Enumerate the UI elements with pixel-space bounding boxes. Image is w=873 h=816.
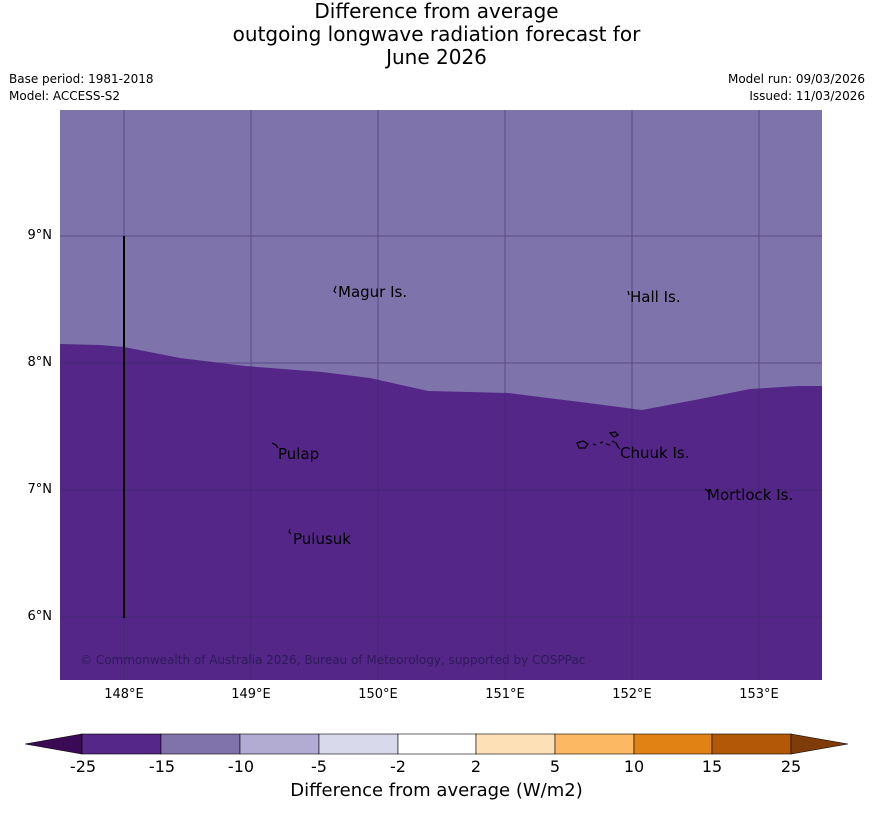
model-name: Model: ACCESS-S2 bbox=[9, 89, 121, 103]
colorbar-tick-2: 2 bbox=[470, 757, 482, 776]
colorbar-bin-5 bbox=[397, 733, 477, 755]
base-period: Base period: 1981-2018 bbox=[9, 72, 154, 86]
colorbar-bin-1 bbox=[81, 733, 162, 755]
colorbar-tick-5: 5 bbox=[549, 757, 561, 776]
colorbar-tick-minus10: -10 bbox=[227, 757, 255, 776]
colorbar-tick-15: 15 bbox=[701, 757, 723, 776]
magur-island bbox=[333, 285, 337, 294]
lon-label-148e: 148°E bbox=[104, 687, 144, 702]
colorbar-tick-25: 25 bbox=[780, 757, 802, 776]
lon-label-149e: 149°E bbox=[231, 687, 271, 702]
colorbar-tick-10: 10 bbox=[623, 757, 645, 776]
colorbar-bin-8 bbox=[633, 733, 713, 755]
lon-label-150e: 150°E bbox=[358, 687, 398, 702]
lat-label-9n: 9°N bbox=[27, 228, 53, 243]
place-label-pulusuk: Pulusuk bbox=[293, 530, 351, 548]
model-run: Model run: 09/03/2026 bbox=[727, 72, 865, 86]
copyright-notice: © Commonwealth of Australia 2026, Bureau… bbox=[80, 653, 586, 667]
title-line-3: June 2026 bbox=[386, 45, 487, 69]
hall-island bbox=[627, 290, 630, 296]
chart-title: Difference from average outgoing longwav… bbox=[0, 0, 873, 69]
meta-left: Base period: 1981-2018 Model: ACCESS-S2 bbox=[9, 71, 154, 105]
mortlock-island bbox=[704, 488, 710, 495]
colorbar-extend-high bbox=[790, 733, 849, 755]
pulusuk-island bbox=[288, 528, 292, 535]
colorbar-bin-6 bbox=[475, 733, 556, 755]
colorbar-tick-minus15: -15 bbox=[148, 757, 176, 776]
lat-label-7n: 7°N bbox=[27, 482, 53, 497]
colorbar bbox=[25, 733, 849, 755]
colorbar-extend-low bbox=[25, 733, 83, 755]
colorbar-label: Difference from average (W/m2) bbox=[290, 780, 583, 801]
title-line-2: outgoing longwave radiation forecast for bbox=[232, 22, 641, 46]
place-label-mortlock: Mortlock Is. bbox=[707, 486, 794, 504]
issued-date: Issued: 11/03/2026 bbox=[749, 89, 865, 103]
map-plot[interactable] bbox=[60, 110, 822, 680]
chuuk-lagoon bbox=[576, 431, 621, 450]
meta-right: Model run: 09/03/2026 Issued: 11/03/2026 bbox=[728, 71, 865, 105]
place-label-chuuk: Chuuk Is. bbox=[620, 444, 690, 462]
colorbar-bin-4 bbox=[318, 733, 399, 755]
lat-label-6n: 6°N bbox=[27, 609, 53, 624]
place-label-magur: Magur Is. bbox=[338, 283, 408, 301]
colorbar-tick-minus25: -25 bbox=[69, 757, 97, 776]
lon-label-151e: 151°E bbox=[485, 687, 525, 702]
colorbar-bin-3 bbox=[239, 733, 320, 755]
title-line-1: Difference from average bbox=[314, 0, 559, 23]
colorbar-bin-9 bbox=[711, 733, 792, 755]
place-label-hall: Hall Is. bbox=[630, 288, 681, 306]
colorbar-tick-minus5: -5 bbox=[311, 757, 327, 776]
colorbar-tick-minus2: -2 bbox=[390, 757, 406, 776]
colorbar-bin-2 bbox=[160, 733, 241, 755]
island-outlines bbox=[271, 285, 710, 535]
pulap-island bbox=[271, 442, 279, 449]
lon-label-152e: 152°E bbox=[612, 687, 652, 702]
lat-label-8n: 8°N bbox=[27, 355, 53, 370]
lon-label-153e: 153°E bbox=[739, 687, 779, 702]
place-label-pulap: Pulap bbox=[278, 445, 320, 463]
colorbar-bin-7 bbox=[554, 733, 635, 755]
